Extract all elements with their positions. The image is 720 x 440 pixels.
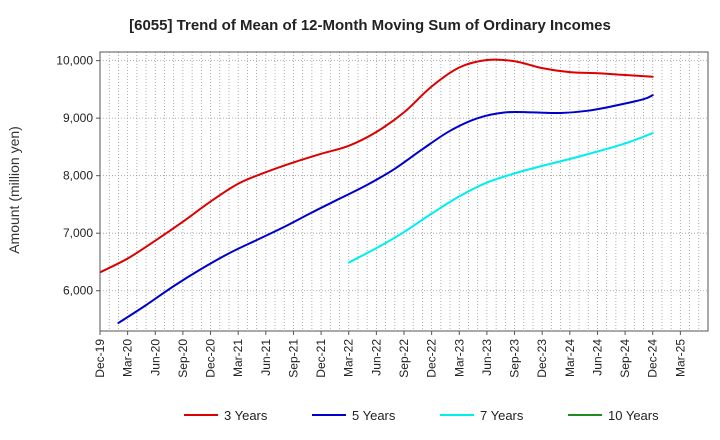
y-axis-label: Amount (million yen) [6,126,22,254]
x-tick-label: Mar-22 [342,339,356,377]
legend-label: 3 Years [224,408,268,423]
y-tick-label: 6,000 [63,284,93,298]
x-tick-label: Sep-24 [618,339,632,378]
y-tick-label: 8,000 [63,169,93,183]
series-line-5-years [117,94,654,324]
x-tick-label: Mar-23 [452,339,466,377]
legend-label: 7 Years [480,408,524,423]
x-tick-label: Dec-23 [535,339,549,378]
legend: 3 Years 5 Years 7 Years 10 Years [184,408,659,423]
x-tick-label: Mar-21 [231,339,245,377]
x-tick-label: Jun-21 [259,339,273,376]
x-tick-label: Dec-22 [425,339,439,378]
series-line-7-years [347,132,654,264]
x-tick-label: Mar-20 [121,339,135,377]
x-tick-label: Sep-23 [508,339,522,378]
x-tick-label: Sep-20 [176,339,190,378]
legend-label: 10 Years [608,408,659,423]
x-tick-label: Dec-19 [93,339,107,378]
legend-label: 5 Years [352,408,396,423]
x-tick-label: Jun-22 [369,339,383,376]
series-layer [100,58,654,324]
x-tick-label: Jun-20 [148,339,162,376]
x-tick-label: Dec-21 [314,339,328,378]
x-tick-label: Jun-23 [480,339,494,376]
y-tick-labels: 6,000 7,000 8,000 9,000 10,000 [56,54,100,298]
x-tick-label: Sep-22 [397,339,411,378]
y-tick-label: 10,000 [56,54,93,68]
grid-layer [100,52,708,331]
y-tick-label: 9,000 [63,111,93,125]
y-tick-label: 7,000 [63,226,93,240]
x-tick-label: Dec-24 [646,339,660,378]
x-tick-label: Dec-20 [204,339,218,378]
x-tick-label: Mar-25 [673,339,687,377]
chart-title: [6055] Trend of Mean of 12-Month Moving … [129,17,611,34]
x-tick-labels: Dec-19 Mar-20 Jun-20 Sep-20 Dec-20 Mar-21 Jun-… [93,331,687,378]
x-tick-label: Sep-21 [286,339,300,378]
series-line-3-years [100,58,654,274]
x-tick-label: Mar-24 [563,339,577,377]
x-tick-label: Jun-24 [590,339,604,376]
